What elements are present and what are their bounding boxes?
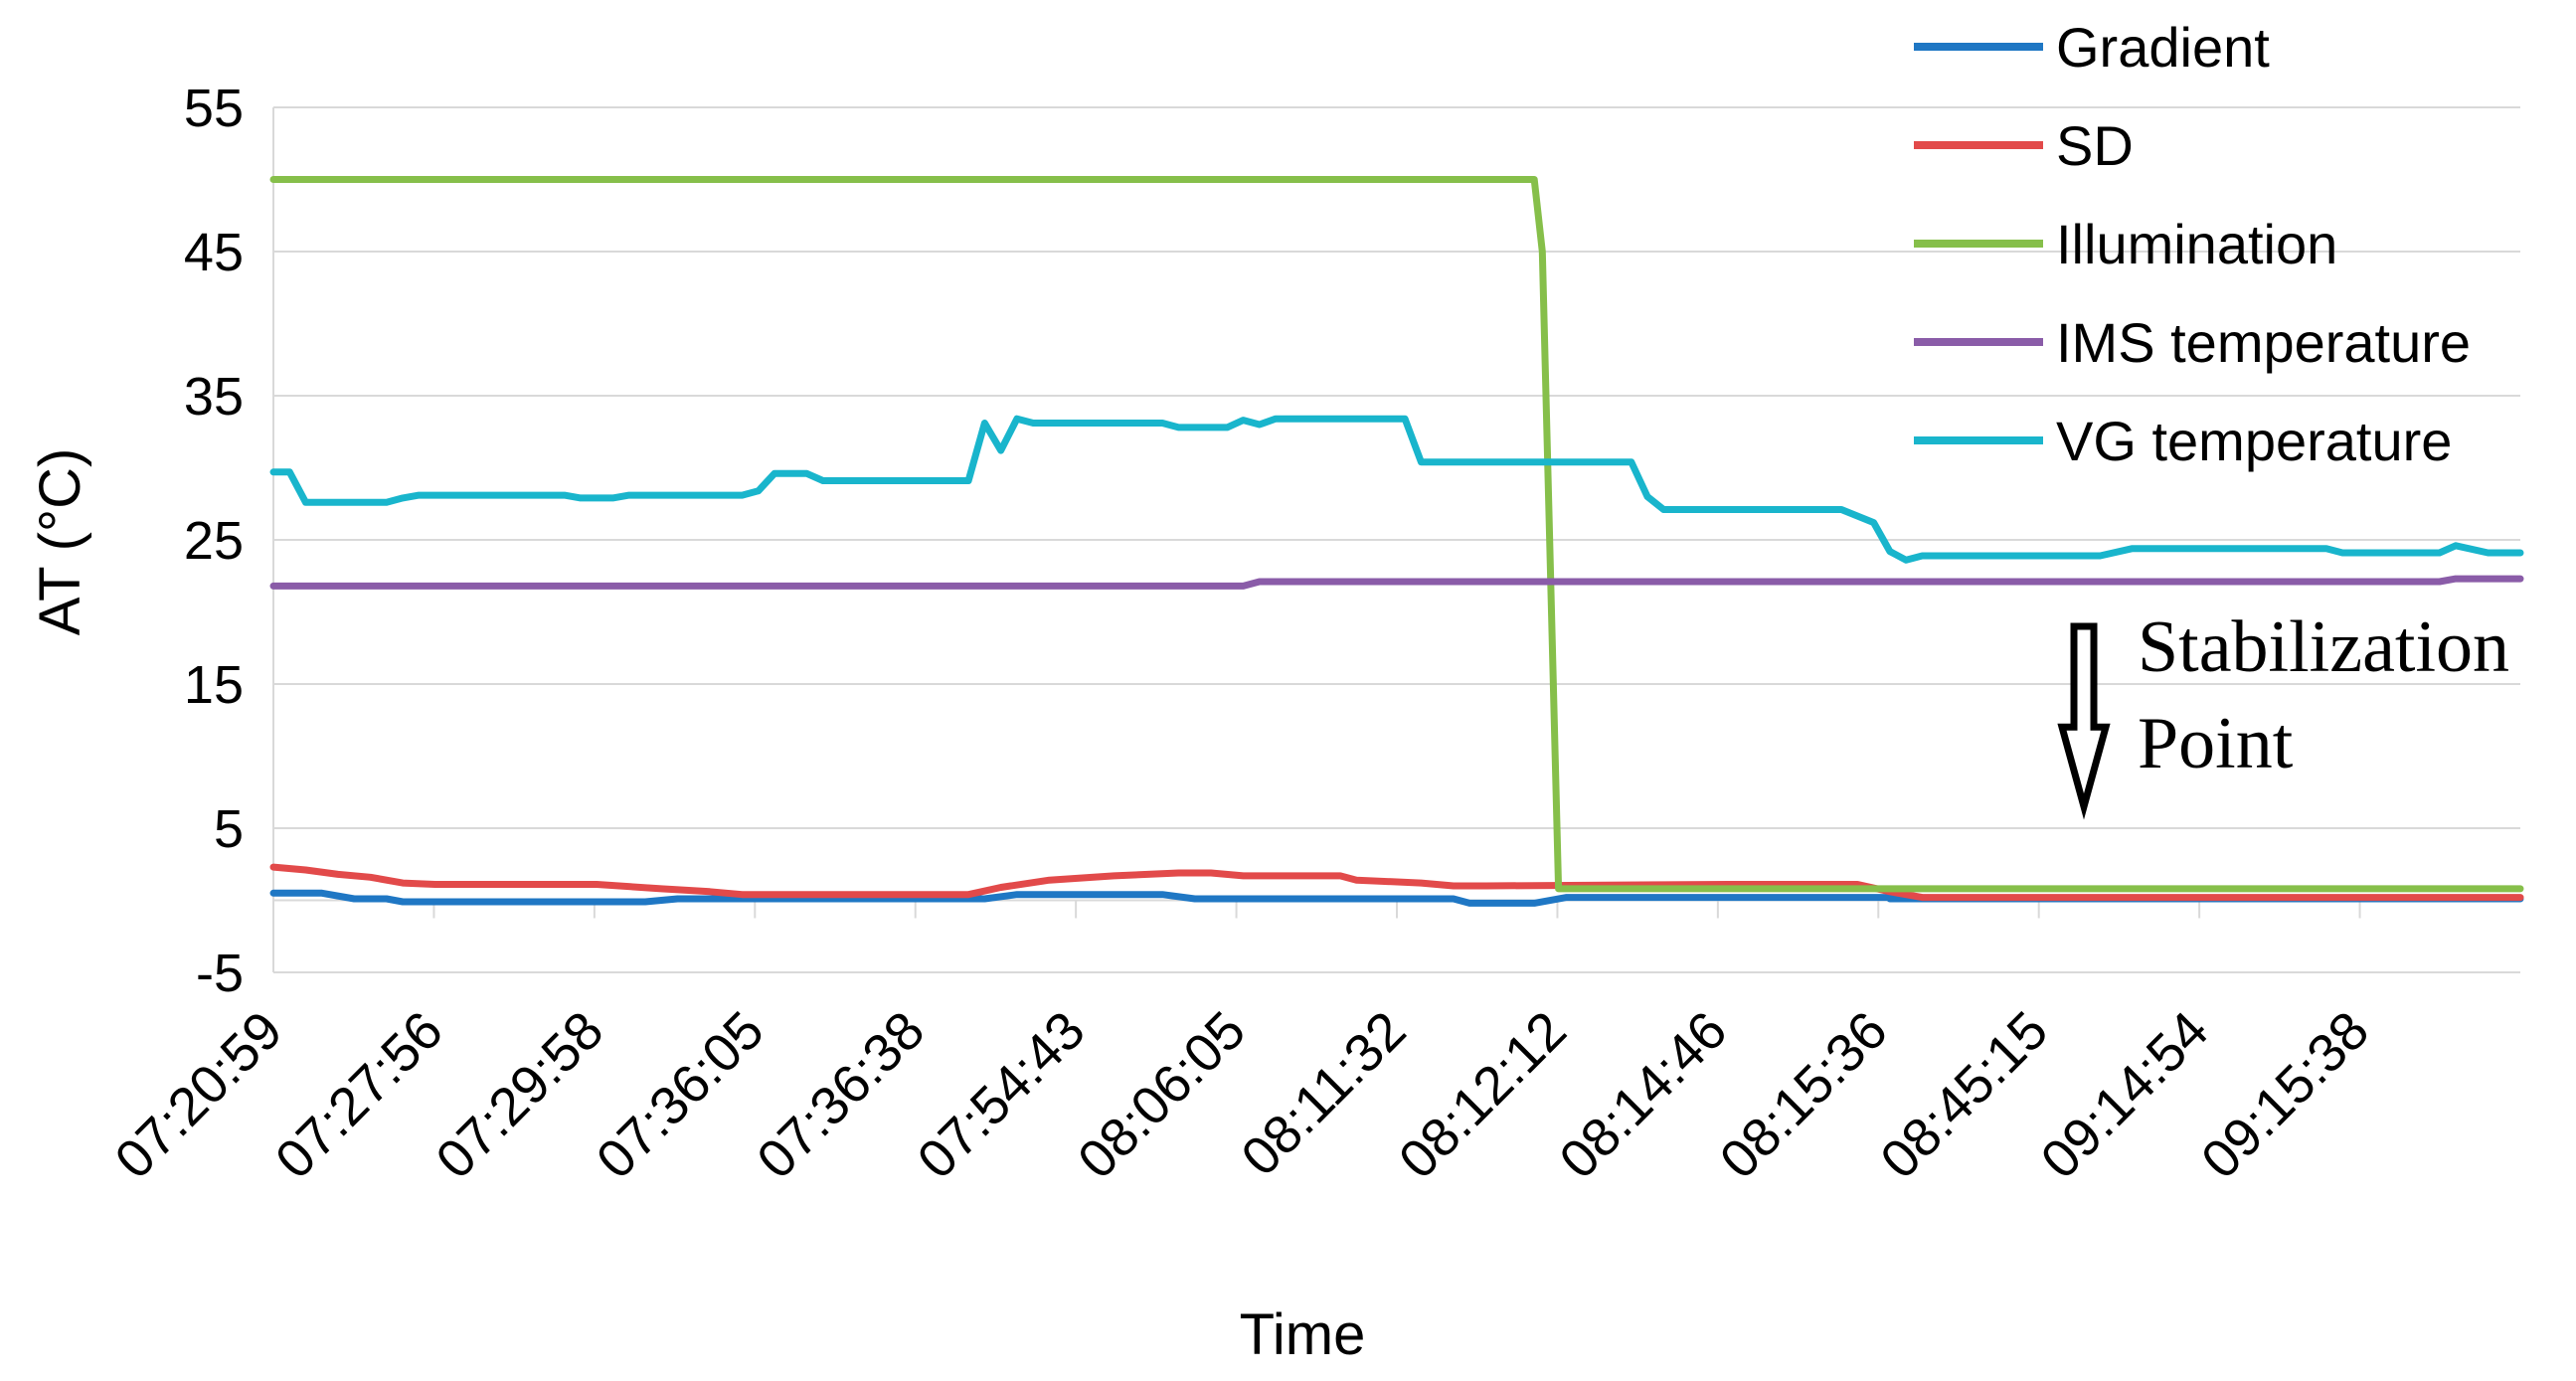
x-tick-label: 08:15:36 xyxy=(1709,1000,1899,1190)
legend-entry-label: Illumination xyxy=(2056,213,2337,275)
x-tick-label: 08:06:05 xyxy=(1067,1000,1257,1190)
y-tick-label: 55 xyxy=(184,79,244,138)
x-tick-label: 07:36:38 xyxy=(746,1000,936,1190)
x-axis-title: Time xyxy=(1240,1302,1366,1367)
series-line-gradient xyxy=(269,889,2524,907)
x-tick-label: 08:11:32 xyxy=(1230,1000,1417,1187)
legend: Gradient SD Illumination IMS temperature VG … xyxy=(1914,16,2471,472)
x-tick-label: 08:45:15 xyxy=(1869,1000,2059,1190)
annotation-line-2: Point xyxy=(2138,703,2294,784)
series-lines xyxy=(269,176,2524,907)
legend-entry-label: IMS temperature xyxy=(2056,311,2471,374)
series-line-illumination xyxy=(269,176,2524,893)
gridlines xyxy=(272,106,2520,973)
y-tick-label: 35 xyxy=(184,367,244,427)
series-line-ims-temperature xyxy=(269,575,2524,590)
y-tick-label: 15 xyxy=(184,655,244,715)
legend-entry-label: Gradient xyxy=(2056,16,2270,79)
x-tick-label: 07:27:56 xyxy=(264,1000,454,1190)
x-tick-label: 08:14:46 xyxy=(1548,1000,1738,1190)
down-arrow-icon xyxy=(2057,622,2111,820)
x-tick-label: 07:29:58 xyxy=(425,1000,614,1190)
series-line-sd xyxy=(269,863,2524,902)
y-tick-label: 25 xyxy=(184,511,244,571)
y-tick-label: 5 xyxy=(214,799,244,859)
y-tick-label: 45 xyxy=(184,223,244,282)
x-tick-label: 09:15:38 xyxy=(2190,1000,2380,1190)
x-tick-label: 08:12:12 xyxy=(1388,1000,1578,1190)
x-tick-labels: 07:20:5907:27:5607:29:5807:36:0507:36:38… xyxy=(103,1000,2380,1190)
y-tick-labels: -5 5 15 25 35 45 55 xyxy=(184,79,244,1003)
legend-entry-label: VG temperature xyxy=(2056,410,2452,472)
stabilization-annotation: Stabilization Point xyxy=(2057,606,2509,820)
x-tick-label: 09:14:54 xyxy=(2030,1000,2220,1190)
x-tick-label: 07:36:05 xyxy=(586,1000,775,1190)
x-tick-label: 07:20:59 xyxy=(103,1000,293,1190)
y-tick-label: -5 xyxy=(196,944,244,1003)
x-tick-label: 07:54:43 xyxy=(907,1000,1097,1190)
series-line-vg-temperature xyxy=(269,415,2524,564)
annotation-line-1: Stabilization xyxy=(2138,606,2509,688)
y-axis-title: AT (°C) xyxy=(28,448,92,636)
legend-entry-label: SD xyxy=(2056,114,2134,177)
